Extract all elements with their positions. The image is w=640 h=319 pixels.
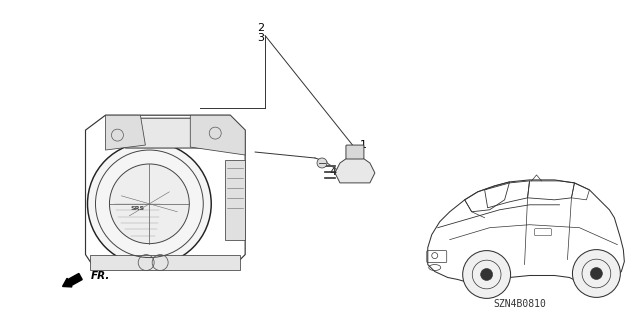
Text: SZN4B0810: SZN4B0810 <box>493 299 546 309</box>
Text: 3: 3 <box>258 33 264 42</box>
Polygon shape <box>106 115 145 150</box>
Circle shape <box>317 158 327 168</box>
Polygon shape <box>190 115 245 155</box>
Polygon shape <box>335 156 375 183</box>
Circle shape <box>109 164 189 244</box>
Circle shape <box>591 268 602 279</box>
Circle shape <box>463 251 511 298</box>
Polygon shape <box>225 160 245 240</box>
Polygon shape <box>125 118 213 148</box>
Text: 4: 4 <box>330 167 337 177</box>
Text: FR.: FR. <box>90 271 110 281</box>
FancyArrow shape <box>63 273 82 287</box>
Text: 2: 2 <box>257 23 265 33</box>
Circle shape <box>481 269 493 280</box>
Polygon shape <box>90 255 240 270</box>
FancyBboxPatch shape <box>346 145 364 159</box>
Circle shape <box>572 249 620 297</box>
Circle shape <box>88 142 211 265</box>
Text: SRS: SRS <box>131 206 145 211</box>
Text: 1: 1 <box>360 140 367 150</box>
